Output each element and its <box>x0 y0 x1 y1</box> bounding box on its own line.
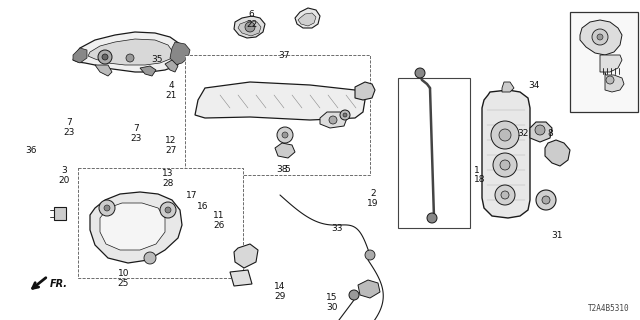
Text: 12
27: 12 27 <box>165 136 177 155</box>
Ellipse shape <box>282 132 288 138</box>
Text: 36: 36 <box>25 146 36 155</box>
Text: 6
22: 6 22 <box>246 10 257 28</box>
Bar <box>570 12 638 112</box>
Bar <box>78 168 243 278</box>
Ellipse shape <box>144 252 156 264</box>
Polygon shape <box>502 82 514 92</box>
Polygon shape <box>100 203 165 250</box>
Polygon shape <box>170 42 190 65</box>
Polygon shape <box>73 32 185 72</box>
Ellipse shape <box>99 200 115 216</box>
Text: T2A4B5310: T2A4B5310 <box>588 304 630 313</box>
Text: FR.: FR. <box>50 279 68 289</box>
Ellipse shape <box>160 202 176 218</box>
Ellipse shape <box>104 205 110 211</box>
Text: 8: 8 <box>547 129 553 138</box>
Polygon shape <box>355 82 375 100</box>
Ellipse shape <box>365 250 375 260</box>
Ellipse shape <box>343 113 347 117</box>
Text: 2
19: 2 19 <box>367 189 379 208</box>
Ellipse shape <box>329 116 337 124</box>
Polygon shape <box>90 192 182 263</box>
Polygon shape <box>234 16 265 38</box>
Polygon shape <box>230 270 252 286</box>
Text: 31: 31 <box>551 231 563 240</box>
Text: 34: 34 <box>528 81 540 90</box>
Ellipse shape <box>495 185 515 205</box>
Ellipse shape <box>98 50 112 64</box>
Text: 14
29: 14 29 <box>274 282 285 300</box>
Polygon shape <box>165 60 178 72</box>
Text: 16: 16 <box>197 202 209 211</box>
Ellipse shape <box>340 110 350 120</box>
Polygon shape <box>95 65 112 76</box>
Polygon shape <box>140 66 156 76</box>
Polygon shape <box>482 90 530 218</box>
Polygon shape <box>320 112 347 128</box>
Text: 11
26: 11 26 <box>213 212 225 230</box>
Ellipse shape <box>535 125 545 135</box>
Ellipse shape <box>493 153 517 177</box>
Ellipse shape <box>499 129 511 141</box>
Bar <box>185 55 370 175</box>
Polygon shape <box>298 13 316 26</box>
Polygon shape <box>295 8 320 28</box>
Ellipse shape <box>245 22 255 32</box>
Polygon shape <box>275 143 295 158</box>
Ellipse shape <box>427 213 437 223</box>
Polygon shape <box>234 244 258 268</box>
Text: 37: 37 <box>278 51 290 60</box>
Text: 35: 35 <box>151 55 163 64</box>
Polygon shape <box>195 82 365 120</box>
Polygon shape <box>238 21 261 36</box>
Ellipse shape <box>592 29 608 45</box>
Text: 32: 32 <box>517 129 529 138</box>
Polygon shape <box>54 207 66 220</box>
Polygon shape <box>580 20 622 55</box>
Ellipse shape <box>536 190 556 210</box>
Ellipse shape <box>277 127 293 143</box>
Text: 10
25: 10 25 <box>118 269 129 288</box>
Ellipse shape <box>542 196 550 204</box>
Text: 7
23: 7 23 <box>131 124 142 143</box>
Text: 15
30: 15 30 <box>326 293 338 312</box>
Text: 4
21: 4 21 <box>166 81 177 100</box>
Text: 1
18: 1 18 <box>474 166 485 184</box>
Ellipse shape <box>500 160 510 170</box>
Ellipse shape <box>491 121 519 149</box>
Ellipse shape <box>606 76 614 84</box>
Polygon shape <box>600 55 622 72</box>
Ellipse shape <box>102 54 108 60</box>
Text: 38: 38 <box>276 165 288 174</box>
Text: 5: 5 <box>284 165 289 174</box>
Polygon shape <box>73 48 87 63</box>
Polygon shape <box>358 280 380 298</box>
Polygon shape <box>605 72 624 92</box>
Text: 7
23: 7 23 <box>63 118 75 137</box>
Polygon shape <box>545 140 570 166</box>
Ellipse shape <box>165 207 171 213</box>
Text: 3
20: 3 20 <box>58 166 70 185</box>
Ellipse shape <box>349 290 359 300</box>
Ellipse shape <box>415 68 425 78</box>
Bar <box>398 78 470 228</box>
Ellipse shape <box>597 34 603 40</box>
Ellipse shape <box>126 54 134 62</box>
Ellipse shape <box>501 191 509 199</box>
Text: 17: 17 <box>186 191 197 200</box>
Text: 33: 33 <box>332 224 343 233</box>
Polygon shape <box>88 39 173 65</box>
Text: 13
28: 13 28 <box>162 169 173 188</box>
Polygon shape <box>530 122 552 142</box>
